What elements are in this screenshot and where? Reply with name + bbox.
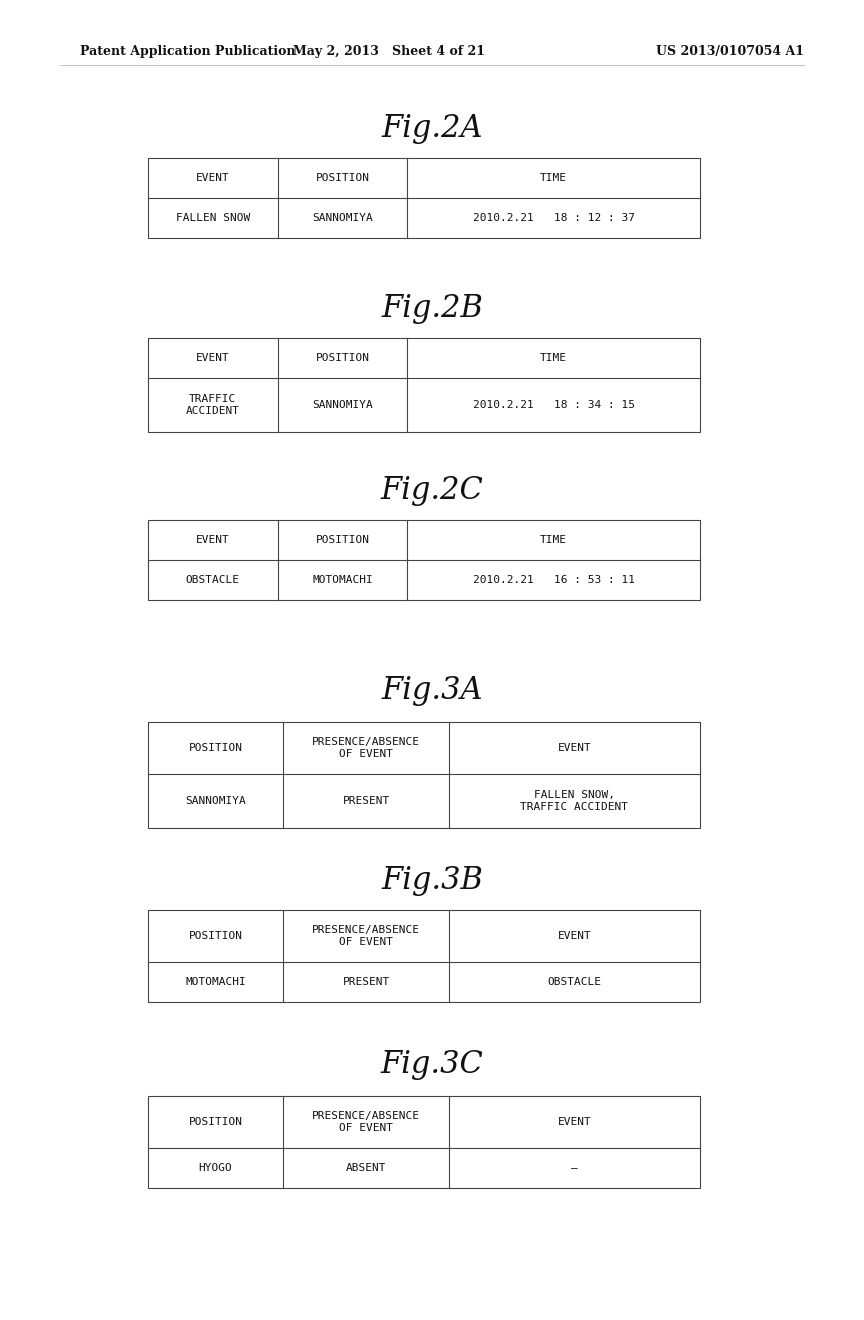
Text: EVENT: EVENT: [196, 535, 230, 545]
Text: FALLEN SNOW: FALLEN SNOW: [175, 213, 250, 223]
Text: PRESENCE/ABSENCE
OF EVENT: PRESENCE/ABSENCE OF EVENT: [312, 737, 420, 759]
Text: Fig.3A: Fig.3A: [381, 675, 483, 705]
Text: —: —: [571, 1163, 578, 1173]
Text: HYOGO: HYOGO: [199, 1163, 232, 1173]
Text: PRESENCE/ABSENCE
OF EVENT: PRESENCE/ABSENCE OF EVENT: [312, 1111, 420, 1133]
Bar: [148, 158, 700, 238]
Text: SANNOMIYA: SANNOMIYA: [185, 796, 246, 807]
Text: Fig.3C: Fig.3C: [380, 1049, 484, 1081]
Text: POSITION: POSITION: [315, 352, 370, 363]
Text: EVENT: EVENT: [557, 743, 591, 752]
Text: SANNOMIYA: SANNOMIYA: [312, 213, 373, 223]
Bar: [148, 1096, 700, 1188]
Text: ABSENT: ABSENT: [346, 1163, 386, 1173]
Text: EVENT: EVENT: [557, 1117, 591, 1127]
Text: POSITION: POSITION: [315, 173, 370, 183]
Text: EVENT: EVENT: [196, 352, 230, 363]
Text: 2010.2.21   18 : 34 : 15: 2010.2.21 18 : 34 : 15: [473, 400, 635, 411]
Text: 2010.2.21   16 : 53 : 11: 2010.2.21 16 : 53 : 11: [473, 576, 635, 585]
Text: Fig.2C: Fig.2C: [380, 474, 484, 506]
Text: PRESENT: PRESENT: [342, 977, 390, 987]
Text: PRESENCE/ABSENCE
OF EVENT: PRESENCE/ABSENCE OF EVENT: [312, 925, 420, 948]
Text: May 2, 2013   Sheet 4 of 21: May 2, 2013 Sheet 4 of 21: [293, 45, 485, 58]
Text: OBSTACLE: OBSTACLE: [548, 977, 601, 987]
Text: FALLEN SNOW,
TRAFFIC ACCIDENT: FALLEN SNOW, TRAFFIC ACCIDENT: [520, 789, 628, 812]
Text: Patent Application Publication: Patent Application Publication: [80, 45, 295, 58]
Text: EVENT: EVENT: [557, 931, 591, 941]
Text: Fig.2B: Fig.2B: [381, 293, 483, 323]
Bar: [148, 909, 700, 1002]
Text: TIME: TIME: [540, 535, 568, 545]
Bar: [148, 722, 700, 828]
Text: US 2013/0107054 A1: US 2013/0107054 A1: [656, 45, 804, 58]
Text: MOTOMACHI: MOTOMACHI: [312, 576, 373, 585]
Text: TRAFFIC
ACCIDENT: TRAFFIC ACCIDENT: [186, 393, 240, 416]
Text: TIME: TIME: [540, 173, 568, 183]
Text: SANNOMIYA: SANNOMIYA: [312, 400, 373, 411]
Text: Fig.3B: Fig.3B: [381, 865, 483, 895]
Bar: [148, 338, 700, 432]
Text: Fig.2A: Fig.2A: [381, 112, 483, 144]
Text: EVENT: EVENT: [196, 173, 230, 183]
Text: PRESENT: PRESENT: [342, 796, 390, 807]
Text: MOTOMACHI: MOTOMACHI: [185, 977, 246, 987]
Text: POSITION: POSITION: [188, 931, 243, 941]
Text: OBSTACLE: OBSTACLE: [186, 576, 240, 585]
Text: 2010.2.21   18 : 12 : 37: 2010.2.21 18 : 12 : 37: [473, 213, 635, 223]
Text: POSITION: POSITION: [188, 743, 243, 752]
Bar: [148, 520, 700, 601]
Text: POSITION: POSITION: [188, 1117, 243, 1127]
Text: POSITION: POSITION: [315, 535, 370, 545]
Text: TIME: TIME: [540, 352, 568, 363]
